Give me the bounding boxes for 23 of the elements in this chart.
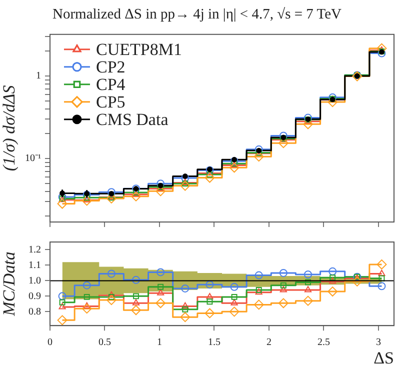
y-tick-label: 0.8	[28, 306, 41, 318]
legend-label: CP5	[96, 92, 126, 112]
y-axis-title: (1/σ) dσ/dΔS	[0, 84, 19, 172]
x-tick-label: 3	[376, 337, 381, 348]
x-tick-label: 2.5	[317, 337, 330, 348]
legend-label: CMS Data	[96, 110, 169, 129]
x-tick-label: 0.5	[98, 337, 111, 348]
y-tick-label: 1	[36, 70, 41, 82]
legend-label: CP4	[96, 74, 126, 94]
y-tick-label: 1.1	[28, 260, 41, 271]
y-tick-label: 10⁻¹	[25, 153, 41, 164]
x-tick-label: 2	[266, 337, 272, 348]
x-axis-title: ΔS	[374, 348, 394, 368]
legend-label: CP2	[96, 57, 126, 76]
legend-label: CUETP8M1	[96, 40, 182, 59]
x-tick-label: 1	[157, 337, 162, 348]
y-tick-label: 0.9	[28, 290, 41, 302]
x-tick-label: 1.5	[208, 337, 220, 348]
y-axis-title: MC/Data	[0, 252, 19, 317]
chart-title: Normalized ΔS in pp→ 4j in |η| < 4.7, √s = 7 TeV	[52, 6, 342, 23]
x-tick-label: 0	[48, 337, 52, 348]
y-tick-label: 1.2	[28, 244, 41, 256]
y-tick-label: 1.0	[28, 275, 41, 286]
